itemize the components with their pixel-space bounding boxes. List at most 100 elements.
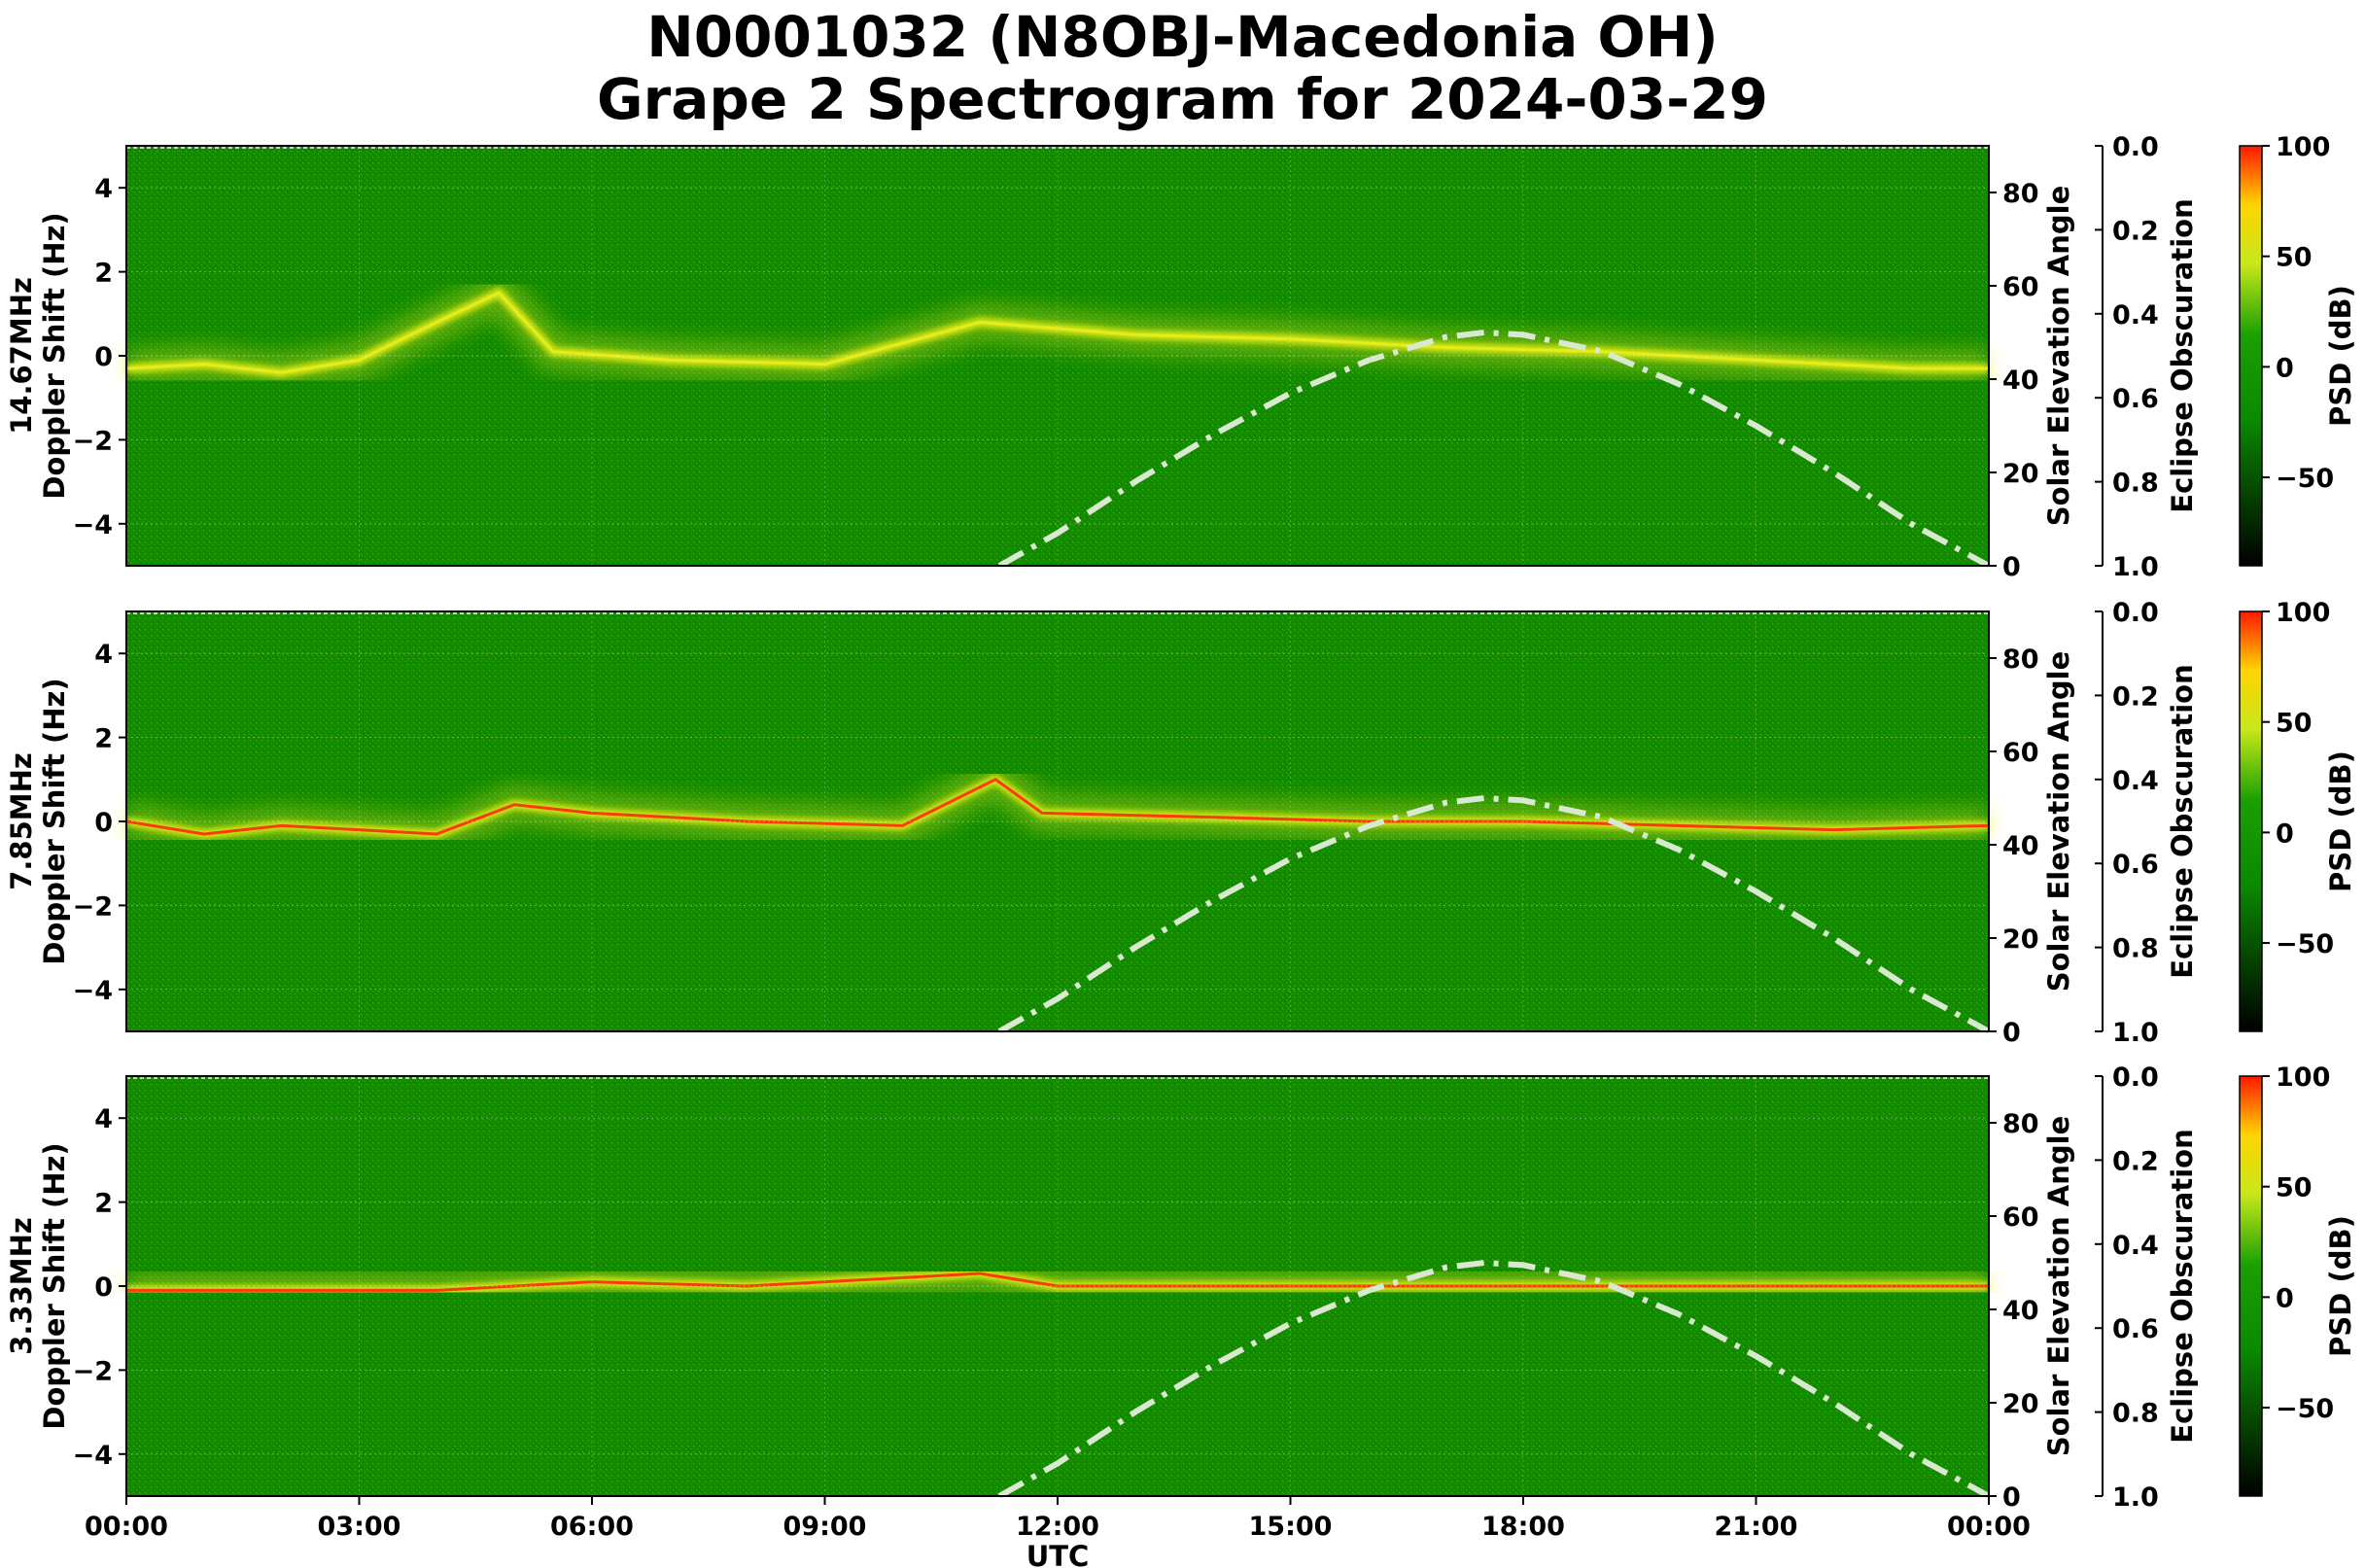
y3-tick-label: 0.8 (2112, 1399, 2159, 1429)
x-tick-label: 18:00 (1481, 1512, 1565, 1542)
y2-tick-label: 60 (2002, 1202, 2039, 1233)
x-tick-label: 21:00 (1715, 1512, 1798, 1542)
solar-elevation-curve (997, 329, 1991, 569)
y3-axis-label: Eclipse Obscuration (2166, 664, 2199, 978)
colorbar-label: PSD (dB) (2324, 1215, 2357, 1357)
colorbar-label: PSD (dB) (2324, 750, 2357, 892)
panel-7.85MHz: 420−2−47.85MHz Doppler Shift (Hz)02040608… (5, 598, 2357, 1048)
y3-tick-label: 1.0 (2112, 1018, 2159, 1048)
y-tick-label: 2 (94, 724, 113, 754)
x-tick-label: 03:00 (318, 1512, 401, 1542)
colorbar-tick-label: −50 (2276, 929, 2334, 959)
y-axis-label: 7.85MHz (5, 752, 38, 890)
panel-3.33MHz: 420−2−43.33MHz Doppler Shift (Hz)02040608… (5, 1063, 2357, 1513)
y2-tick-label: 0 (2002, 1482, 2021, 1513)
carrier-trace (125, 291, 1989, 374)
y-axis-label: Doppler Shift (Hz) (38, 212, 71, 499)
x-tick-label: 15:00 (1249, 1512, 1333, 1542)
y2-tick-label: 40 (2002, 1296, 2039, 1326)
colorbar-label: PSD (dB) (2324, 285, 2357, 427)
y-axis-label: Doppler Shift (Hz) (38, 1142, 71, 1429)
y2-tick-label: 40 (2002, 366, 2039, 396)
y3-tick-label: 1.0 (2112, 1482, 2159, 1513)
y-tick-label: −4 (73, 510, 113, 540)
y2-tick-label: 80 (2002, 645, 2039, 675)
y3-tick-label: 0.2 (2112, 1146, 2159, 1176)
y-tick-label: 0 (94, 1272, 113, 1303)
y3-tick-label: 0.4 (2112, 766, 2159, 796)
y-tick-label: 4 (94, 640, 113, 670)
y-tick-label: 4 (94, 1104, 113, 1134)
y-axis-label: 3.33MHz (5, 1217, 38, 1355)
y3-tick-label: 0.4 (2112, 1231, 2159, 1261)
y3-tick-label: 0.6 (2112, 384, 2159, 414)
y3-tick-label: 0.6 (2112, 1314, 2159, 1344)
y-tick-label: 0 (94, 808, 113, 838)
colorbar-tick-label: 100 (2276, 1063, 2330, 1093)
y-tick-label: −2 (73, 1356, 113, 1386)
y3-tick-label: 0.6 (2112, 850, 2159, 880)
solar-elevation-curve (997, 794, 1991, 1034)
y2-axis-label: Solar Elevation Angle (2042, 1116, 2075, 1457)
colorbar-tick-label: 50 (2276, 243, 2313, 273)
y-tick-label: −2 (73, 426, 113, 456)
y3-tick-label: 0.8 (2112, 934, 2159, 964)
carrier-trace (125, 778, 1990, 836)
chart-title-line2: Grape 2 Spectrogram for 2024-03-29 (597, 66, 1768, 132)
y2-tick-label: 80 (2002, 1109, 2039, 1139)
colorbar-tick-label: 0 (2276, 1283, 2294, 1313)
y-tick-label: −2 (73, 891, 113, 922)
x-tick-label: 00:00 (85, 1512, 168, 1542)
colorbar-tick-label: −50 (2276, 1394, 2334, 1424)
colorbar (2239, 145, 2263, 567)
y3-tick-label: 0.0 (2112, 1063, 2159, 1093)
colorbar-tick-label: 50 (2276, 1173, 2313, 1203)
y-axis-label: Doppler Shift (Hz) (38, 678, 71, 964)
y-axis-label: 14.67MHz (5, 277, 38, 435)
y3-tick-label: 1.0 (2112, 552, 2159, 582)
y2-axis-label: Solar Elevation Angle (2042, 651, 2075, 993)
chart-title-line1: N0001032 (N8OBJ-Macedonia OH) (646, 4, 1719, 70)
y2-tick-label: 0 (2002, 1018, 2021, 1048)
colorbar (2239, 610, 2263, 1032)
colorbar-tick-label: 100 (2276, 598, 2330, 628)
colorbar-tick-label: 0 (2276, 819, 2294, 849)
y3-tick-label: 0.8 (2112, 469, 2159, 499)
y2-tick-label: 20 (2002, 1389, 2039, 1419)
colorbar (2239, 1075, 2263, 1497)
y3-tick-label: 0.4 (2112, 300, 2159, 331)
y3-tick-label: 0.2 (2112, 216, 2159, 246)
y2-tick-label: 60 (2002, 738, 2039, 768)
y2-axis-label: Solar Elevation Angle (2042, 186, 2075, 527)
x-axis-label: UTC (1026, 1540, 1090, 1568)
y2-tick-label: 40 (2002, 831, 2039, 861)
y-tick-label: 2 (94, 1189, 113, 1219)
y-tick-label: −4 (73, 1441, 113, 1471)
y2-tick-label: 20 (2002, 459, 2039, 489)
y3-axis-label: Eclipse Obscuration (2166, 198, 2199, 512)
y-tick-label: 0 (94, 342, 113, 372)
y3-tick-label: 0.2 (2112, 681, 2159, 712)
y3-tick-label: 0.0 (2112, 132, 2159, 162)
x-tick-label: 09:00 (783, 1512, 867, 1542)
y2-tick-label: 0 (2002, 552, 2021, 582)
panel-14.67MHz: 420−2−414.67MHz Doppler Shift (Hz)0204060… (5, 132, 2357, 582)
colorbar-tick-label: 100 (2276, 132, 2330, 162)
y2-tick-label: 20 (2002, 924, 2039, 955)
y2-tick-label: 60 (2002, 272, 2039, 302)
y-tick-label: 2 (94, 259, 113, 289)
y3-axis-label: Eclipse Obscuration (2166, 1129, 2199, 1443)
y2-tick-label: 80 (2002, 179, 2039, 209)
x-tick-label: 12:00 (1016, 1512, 1099, 1542)
colorbar-tick-label: −50 (2276, 464, 2334, 494)
x-tick-label: 00:00 (1947, 1512, 2031, 1542)
carrier-trace (126, 1272, 1989, 1292)
colorbar-tick-label: 0 (2276, 353, 2294, 383)
solar-elevation-curve (997, 1259, 1991, 1499)
colorbar-tick-label: 50 (2276, 709, 2313, 739)
y3-tick-label: 0.0 (2112, 598, 2159, 628)
y-tick-label: −4 (73, 976, 113, 1006)
x-tick-label: 06:00 (550, 1512, 634, 1542)
y-tick-label: 4 (94, 174, 113, 204)
